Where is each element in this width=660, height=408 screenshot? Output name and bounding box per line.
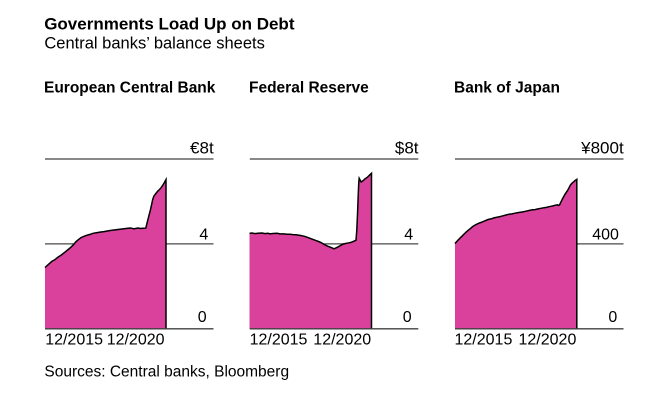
- svg-text:0: 0: [198, 309, 207, 326]
- svg-text:Governments Load Up on Debt: Governments Load Up on Debt: [44, 14, 295, 33]
- svg-text:Sources: Central banks, Bloomb: Sources: Central banks, Bloomberg: [44, 364, 289, 381]
- svg-text:12/2020: 12/2020: [519, 332, 577, 349]
- svg-text:0: 0: [608, 309, 617, 326]
- svg-text:400: 400: [592, 226, 619, 243]
- svg-text:12/2015: 12/2015: [455, 332, 513, 349]
- svg-text:12/2020: 12/2020: [107, 332, 165, 349]
- svg-text:€8t: €8t: [190, 138, 214, 157]
- svg-text:$8t: $8t: [395, 138, 419, 157]
- svg-text:12/2015: 12/2015: [250, 332, 308, 349]
- svg-text:Bank of Japan: Bank of Japan: [454, 79, 560, 96]
- svg-text:European Central Bank: European Central Bank: [44, 79, 216, 96]
- svg-text:Federal Reserve: Federal Reserve: [249, 79, 369, 96]
- svg-text:4: 4: [199, 226, 208, 243]
- svg-text:¥800t: ¥800t: [580, 138, 624, 157]
- svg-text:Central banks’ balance sheets: Central banks’ balance sheets: [44, 34, 264, 52]
- svg-text:4: 4: [404, 226, 413, 243]
- svg-text:12/2020: 12/2020: [313, 332, 371, 349]
- svg-text:12/2015: 12/2015: [45, 332, 103, 349]
- svg-text:0: 0: [403, 309, 412, 326]
